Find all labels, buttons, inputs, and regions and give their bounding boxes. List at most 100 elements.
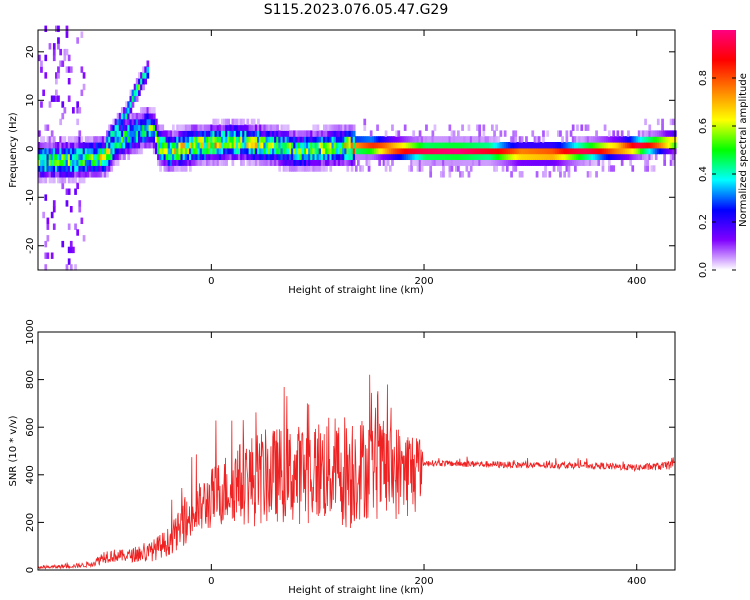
heatmap-cell (120, 136, 124, 143)
heatmap-cell (216, 159, 220, 166)
heatmap-cell (654, 153, 658, 161)
heatmap-cell (189, 153, 192, 161)
heatmap-cell (59, 60, 63, 67)
heatmap-cell (486, 136, 490, 143)
heatmap-cell (176, 130, 179, 137)
heatmap-cell (395, 142, 399, 149)
heatmap-cell (491, 124, 494, 131)
heatmap-cell (452, 159, 456, 166)
heatmap-cell (327, 136, 331, 143)
heatmap-cell (214, 153, 218, 161)
heatmap-cell (533, 147, 537, 155)
heatmap-cell (233, 118, 237, 126)
heatmap-cell (203, 142, 207, 149)
heatmap-cell (146, 66, 150, 73)
heatmap-cell (656, 136, 660, 143)
heatmap-cell (303, 136, 307, 143)
heatmap-cell (263, 159, 267, 166)
heatmap-cell (46, 252, 50, 259)
heatmap-cell (433, 159, 437, 166)
heatmap-cell (69, 171, 73, 178)
heatmap-cell (118, 112, 122, 120)
heatmap-cell (486, 142, 490, 149)
heatmap-cell (514, 136, 518, 143)
heatmap-cell (467, 142, 471, 149)
spectrogram-ylabel: Frequency (Hz) (8, 112, 19, 188)
heatmap-cell (435, 142, 439, 149)
heatmap-cell (403, 153, 407, 161)
heatmap-cell (210, 159, 214, 166)
heatmap-cell (465, 136, 469, 143)
heatmap-cell (342, 124, 345, 131)
heatmap-cell (148, 107, 152, 114)
heatmap-cell (257, 153, 260, 161)
heatmap-cell (344, 142, 348, 149)
heatmap-cell (659, 142, 662, 149)
heatmap-cell (76, 136, 80, 143)
heatmap-cell (416, 159, 420, 166)
heatmap-cell (57, 171, 60, 178)
heatmap-cell (391, 159, 394, 166)
heatmap-cell (642, 136, 645, 143)
heatmap-cell (331, 147, 335, 155)
heatmap-cell (546, 147, 550, 155)
heatmap-cell (354, 147, 358, 155)
heatmap-cell (197, 136, 201, 143)
heatmap-cell (261, 147, 265, 155)
heatmap-cell (263, 130, 267, 137)
heatmap-cell (84, 142, 88, 149)
heatmap-cell (601, 165, 605, 172)
heatmap-cell (248, 130, 252, 137)
heatmap-cell (208, 159, 211, 166)
heatmap-cell (561, 147, 564, 155)
heatmap-cell (378, 136, 382, 143)
heatmap-cell (138, 118, 141, 126)
heatmap-cell (69, 240, 73, 248)
heatmap-cell (133, 136, 137, 143)
heatmap-cell (278, 130, 282, 137)
heatmap-cell (59, 147, 63, 155)
heatmap-cell (278, 153, 282, 161)
heatmap-cell (346, 153, 350, 161)
heatmap-cell (172, 136, 175, 143)
heatmap-cell (493, 136, 496, 143)
heatmap-cell (138, 72, 141, 79)
heatmap-cell (618, 136, 622, 143)
heatmap-cell (127, 124, 131, 131)
heatmap-cell (180, 159, 184, 166)
heatmap-cell (478, 159, 482, 166)
heatmap-cell (384, 130, 388, 137)
heatmap-cell (152, 118, 156, 126)
heatmap-cell (580, 124, 584, 131)
heatmap-cell (218, 147, 222, 155)
heatmap-cell (378, 147, 382, 155)
heatmap-cell (254, 159, 258, 166)
heatmap-cell (584, 159, 588, 166)
heatmap-cell (248, 147, 252, 155)
heatmap-cell (76, 153, 80, 161)
snr-frame (37, 331, 676, 571)
heatmap-cell (497, 153, 501, 161)
heatmap-cell (242, 159, 245, 166)
heatmap-cell (278, 165, 282, 172)
heatmap-cell (63, 107, 67, 114)
heatmap-cell (408, 136, 411, 143)
heatmap-cell (320, 136, 324, 143)
heatmap-cell (161, 147, 165, 155)
heatmap-cell (252, 136, 256, 143)
heatmap-cell (484, 136, 488, 143)
heatmap-cell (478, 147, 482, 155)
heatmap-cell (199, 130, 203, 137)
heatmap-cell (495, 147, 499, 155)
heatmap-cell (42, 142, 46, 149)
heatmap-cell (84, 171, 88, 178)
heatmap-cell (478, 153, 482, 161)
heatmap-cell (580, 136, 584, 143)
heatmap-cell (427, 153, 430, 161)
heatmap-cell (565, 130, 569, 137)
heatmap-cell (80, 165, 84, 172)
heatmap-cell (654, 147, 658, 155)
heatmap-cell (663, 130, 667, 137)
heatmap-cell (95, 159, 99, 166)
heatmap-cell (557, 147, 560, 155)
